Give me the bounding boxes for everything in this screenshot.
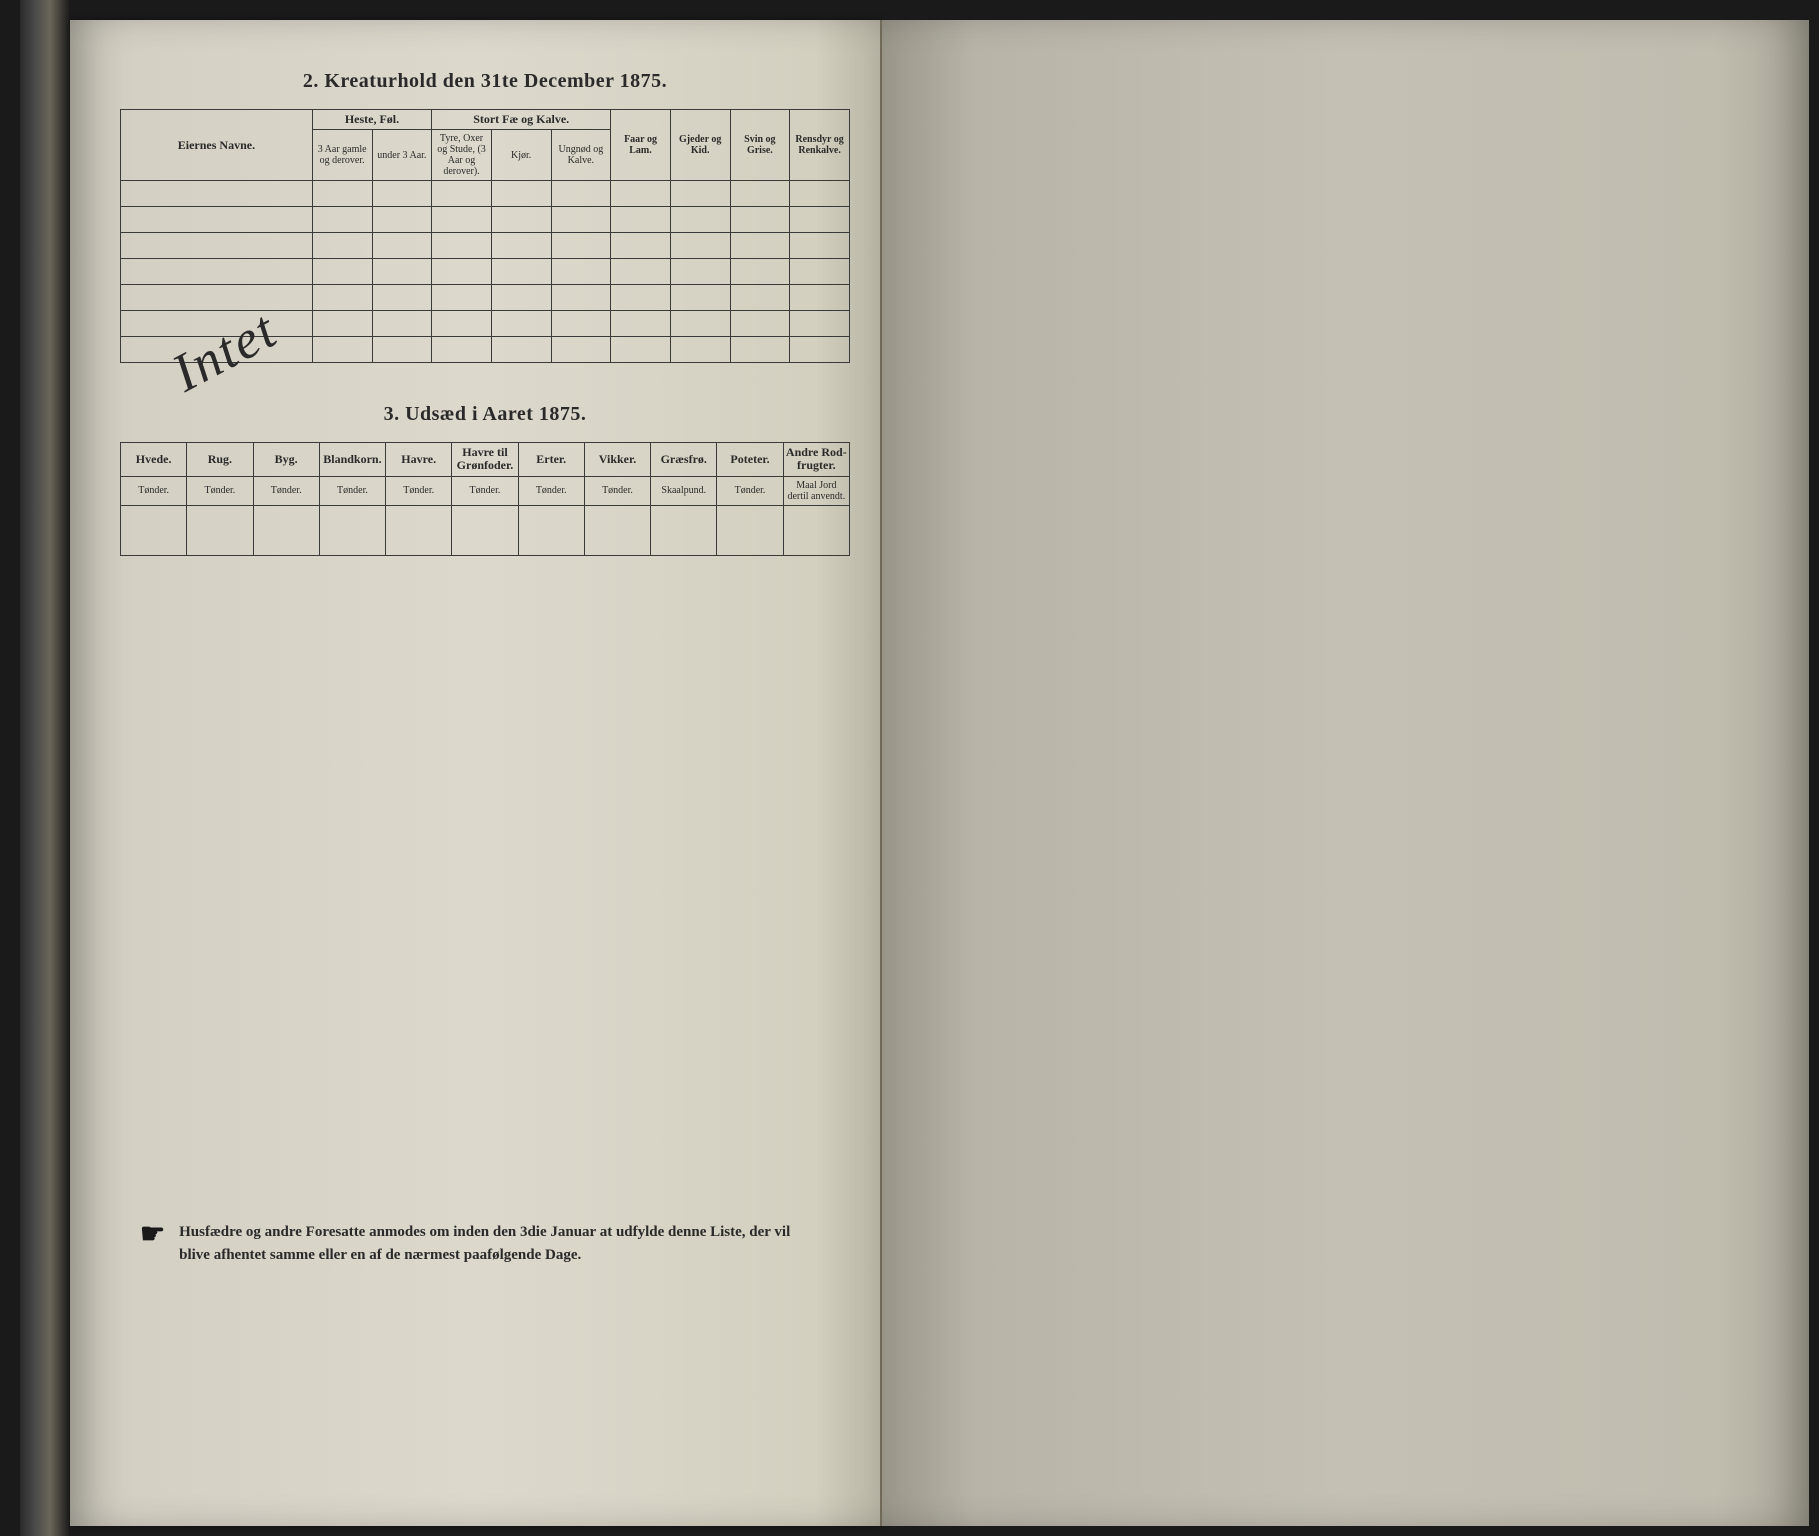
col-stort-c: Ungnød og Kalve. <box>551 130 611 181</box>
left-page: 2. Kreaturhold den 31te December 1875. E… <box>70 20 880 1526</box>
table-row <box>121 505 850 555</box>
book-spread: 2. Kreaturhold den 31te December 1875. E… <box>0 0 1819 1536</box>
unit: Tønder. <box>319 476 385 505</box>
col-rensdyr: Rensdyr og Renkalve. <box>790 110 850 181</box>
col-havre-gron: Havre til Grønfoder. <box>452 443 518 476</box>
book-spine <box>20 0 70 1536</box>
unit: Tønder. <box>386 476 452 505</box>
col-svin: Svin og Grise. <box>730 110 790 181</box>
col-gjeder: Gjeder og Kid. <box>670 110 730 181</box>
table-row <box>121 207 850 233</box>
footer-note: ☛ Husfædre og andre Foresatte anmodes om… <box>140 1221 820 1266</box>
header-row-1: Eiernes Navne. Heste, Føl. Stort Fæ og K… <box>121 110 850 130</box>
col-hvede: Hvede. <box>121 443 187 476</box>
col-graesfro: Græsfrø. <box>651 443 717 476</box>
unit: Tønder. <box>452 476 518 505</box>
col-erter: Erter. <box>518 443 584 476</box>
col-stort-b: Kjør. <box>491 130 551 181</box>
table-row <box>121 259 850 285</box>
unit: Tønder. <box>187 476 253 505</box>
unit: Maal Jord dertil anvendt. <box>783 476 849 505</box>
unit: Tønder. <box>253 476 319 505</box>
footer-text: Husfædre og andre Foresatte anmodes om i… <box>179 1221 820 1266</box>
col-blandkorn: Blandkorn. <box>319 443 385 476</box>
col-stort-a: Tyre, Oxer og Stude, (3 Aar og derover). <box>432 130 492 181</box>
header-row-2: Tønder. Tønder. Tønder. Tønder. Tønder. … <box>121 476 850 505</box>
col-poteter: Poteter. <box>717 443 783 476</box>
livestock-table: Eiernes Navne. Heste, Føl. Stort Fæ og K… <box>120 109 850 363</box>
section-3-title: 3. Udsæd i Aaret 1875. <box>120 403 850 426</box>
unit: Tønder. <box>121 476 187 505</box>
col-heste-a: 3 Aar gamle og derover. <box>312 130 372 181</box>
header-row-1: Hvede. Rug. Byg. Blandkorn. Havre. Havre… <box>121 443 850 476</box>
table-row <box>121 181 850 207</box>
section-2-title: 2. Kreaturhold den 31te December 1875. <box>120 70 850 93</box>
col-andre: Andre Rod-frugter. <box>783 443 849 476</box>
sowing-table: Hvede. Rug. Byg. Blandkorn. Havre. Havre… <box>120 442 850 555</box>
table-row <box>121 285 850 311</box>
table-row <box>121 311 850 337</box>
unit: Skaalpund. <box>651 476 717 505</box>
col-byg: Byg. <box>253 443 319 476</box>
col-owner: Eiernes Navne. <box>121 110 313 181</box>
table-row <box>121 337 850 363</box>
col-rug: Rug. <box>187 443 253 476</box>
col-vikker: Vikker. <box>584 443 650 476</box>
col-faar: Faar og Lam. <box>611 110 671 181</box>
right-page <box>880 20 1809 1526</box>
group-heste: Heste, Føl. <box>312 110 431 130</box>
group-stort: Stort Fæ og Kalve. <box>432 110 611 130</box>
table-row <box>121 233 850 259</box>
pointing-hand-icon: ☛ <box>140 1221 165 1249</box>
col-havre: Havre. <box>386 443 452 476</box>
unit: Tønder. <box>584 476 650 505</box>
unit: Tønder. <box>717 476 783 505</box>
unit: Tønder. <box>518 476 584 505</box>
col-heste-b: under 3 Aar. <box>372 130 432 181</box>
